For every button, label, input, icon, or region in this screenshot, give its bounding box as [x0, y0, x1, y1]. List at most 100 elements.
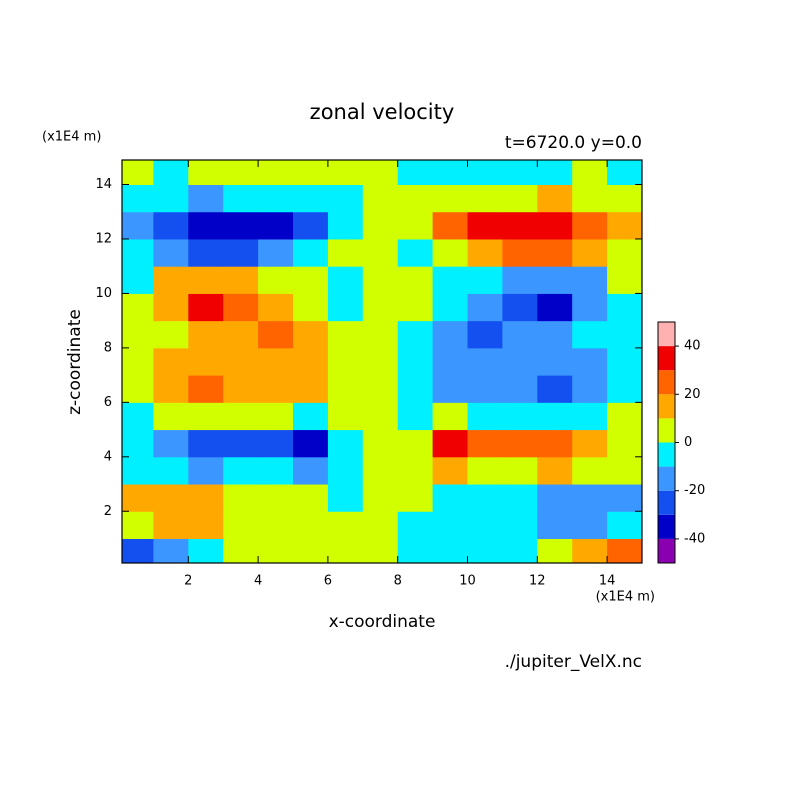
contour-cell — [188, 402, 224, 431]
contour-cell — [153, 320, 189, 349]
contour-cell — [258, 184, 294, 213]
contour-cell — [502, 320, 538, 349]
contour-cell — [362, 184, 399, 213]
contour-cell — [188, 320, 224, 349]
contour-cell — [502, 429, 538, 458]
contour-cell — [432, 456, 469, 485]
contour-cell — [537, 484, 573, 512]
contour-cell — [258, 293, 294, 322]
contour-cell — [607, 375, 642, 403]
contour-cell — [293, 484, 329, 512]
contour-cell — [188, 211, 224, 240]
contour-cell — [153, 293, 189, 322]
contour-cell — [572, 511, 608, 539]
contour-cell — [293, 238, 329, 267]
contour-cell — [572, 266, 608, 294]
colorbar-swatch — [658, 346, 675, 371]
contour-cell — [327, 293, 364, 322]
contour-cell — [397, 456, 434, 485]
contour-cell — [397, 184, 434, 213]
contour-cell — [153, 456, 189, 485]
contour-cell — [188, 293, 224, 322]
contour-cell — [153, 211, 189, 240]
contour-cell — [188, 160, 224, 186]
contour-cell — [502, 347, 538, 376]
contour-cell — [258, 320, 294, 349]
contour-cell — [467, 238, 503, 267]
contour-cell — [607, 320, 642, 349]
contour-cell — [223, 484, 259, 512]
contour-cell — [258, 266, 294, 294]
contour-cell — [397, 511, 434, 539]
contour-cell — [467, 538, 503, 563]
colorbar-tick-label: 0 — [684, 435, 692, 450]
contour-cell — [122, 211, 154, 240]
contour-cell — [502, 184, 538, 213]
contour-cell — [537, 184, 573, 213]
y-tick-label: 4 — [104, 449, 112, 464]
contour-cell — [502, 538, 538, 563]
contour-cell — [258, 160, 294, 186]
colorbar-tick-label: 40 — [684, 339, 701, 354]
contour-cell — [327, 320, 364, 349]
contour-cell — [188, 375, 224, 403]
contour-cell — [153, 347, 189, 376]
contour-cell — [502, 375, 538, 403]
contour-cell — [327, 538, 364, 563]
contour-cell — [188, 266, 224, 294]
contour-cell — [327, 238, 364, 267]
colorbar-tick-label: 20 — [684, 387, 701, 402]
contour-cell — [397, 429, 434, 458]
contour-cell — [537, 160, 573, 186]
contour-cell — [258, 456, 294, 485]
contour-cell — [397, 347, 434, 376]
contour-cell — [327, 160, 364, 186]
contour-cell — [397, 238, 434, 267]
contour-cell — [362, 293, 399, 322]
contour-cell — [362, 511, 399, 539]
contour-cell — [223, 538, 259, 563]
contour-cell — [293, 160, 329, 186]
contour-cell — [607, 456, 642, 485]
contour-cell — [502, 456, 538, 485]
contour-cell — [188, 538, 224, 563]
contour-cell — [258, 484, 294, 512]
contour-cell — [502, 160, 538, 186]
contour-cell — [258, 211, 294, 240]
x-axis-label: x-coordinate — [329, 612, 436, 632]
contour-cell — [502, 484, 538, 512]
contour-cell — [293, 511, 329, 539]
contour-cell — [122, 160, 154, 186]
contour-cell — [607, 484, 642, 512]
contour-cell — [432, 266, 469, 294]
contour-cell — [223, 293, 259, 322]
contour-cell — [607, 538, 642, 563]
contour-cell — [188, 238, 224, 267]
contour-cell — [432, 211, 469, 240]
contour-cell — [293, 456, 329, 485]
contour-cell — [293, 320, 329, 349]
contour-cell — [467, 402, 503, 431]
contour-cell — [188, 429, 224, 458]
contour-cell — [397, 538, 434, 563]
contour-cell — [153, 160, 189, 186]
contour-cell — [327, 266, 364, 294]
contour-cell — [223, 211, 259, 240]
contour-cell — [153, 538, 189, 563]
contour-cell — [607, 429, 642, 458]
contour-cell — [397, 211, 434, 240]
contour-cell — [572, 184, 608, 213]
chart-subtitle: t=6720.0 y=0.0 — [505, 133, 642, 153]
contour-cell — [327, 429, 364, 458]
contour-cell — [258, 347, 294, 376]
contour-cell — [537, 456, 573, 485]
y-tick-label: 10 — [95, 286, 112, 301]
contour-cell — [362, 538, 399, 563]
contour-cell — [223, 511, 259, 539]
colorbar-swatch — [658, 418, 675, 443]
contour-cell — [432, 429, 469, 458]
contour-cell — [258, 375, 294, 403]
contour-cell — [122, 184, 154, 213]
contour-cell — [293, 184, 329, 213]
contour-cell — [537, 375, 573, 403]
